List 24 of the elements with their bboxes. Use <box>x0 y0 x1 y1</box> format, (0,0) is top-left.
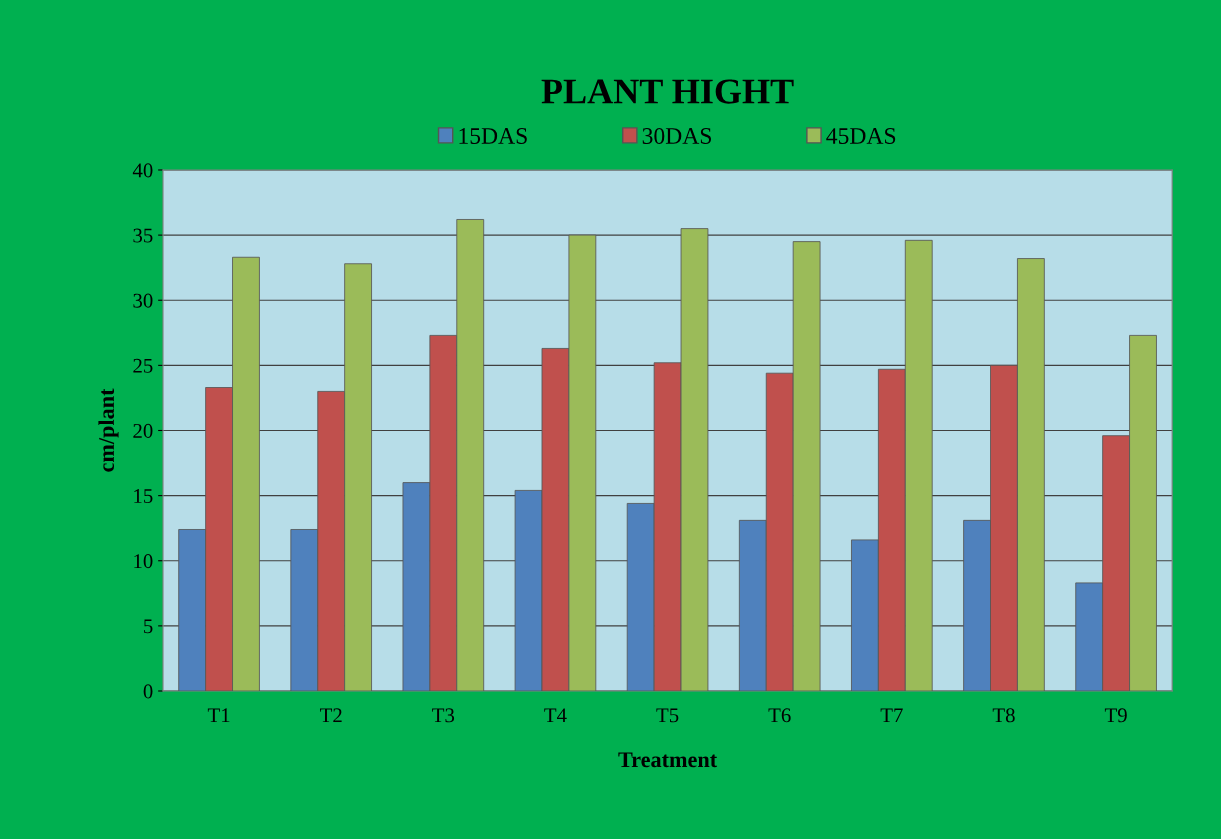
y-tick-label: 10 <box>134 554 153 569</box>
x-tick-label: T6 <box>768 708 791 723</box>
x-tick-label: T5 <box>656 708 679 723</box>
legend-label: 30DAS <box>642 128 711 144</box>
y-tick-label: 35 <box>133 228 153 243</box>
y-tick-label: 15 <box>134 489 153 504</box>
x-axis-title: Treatment <box>618 752 718 768</box>
chart-title: PLANT HIGHT <box>541 79 794 104</box>
y-tick-label: 25 <box>133 358 153 373</box>
legend-label: 45DAS <box>826 128 896 144</box>
y-tick-label: 40 <box>132 163 153 178</box>
y-axis-title: cm/plant <box>98 388 119 472</box>
y-tick-label: 30 <box>133 293 153 308</box>
x-tick-label: T4 <box>544 708 567 723</box>
x-tick-label: T2 <box>320 708 342 723</box>
x-tick-label: T8 <box>992 708 1015 723</box>
x-tick-label: T1 <box>207 708 230 723</box>
y-tick-label: 5 <box>144 619 153 634</box>
x-tick-label: T7 <box>880 708 903 723</box>
x-tick-label: T9 <box>1104 708 1127 723</box>
y-tick-label: 0 <box>143 684 153 699</box>
legend-label: 15DAS <box>459 128 527 144</box>
x-tick-label: T3 <box>432 708 455 723</box>
y-tick-label: 20 <box>133 423 153 438</box>
